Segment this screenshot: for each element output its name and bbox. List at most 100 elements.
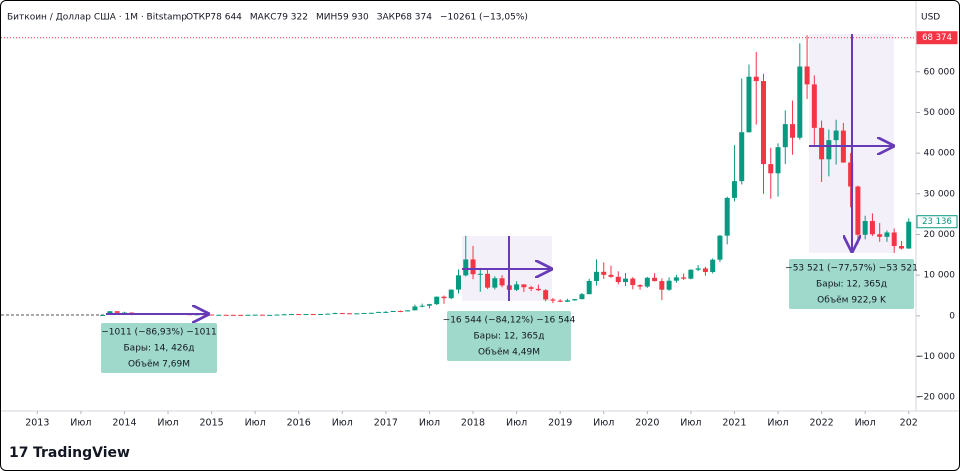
x-tick-label: Июл (680, 418, 701, 429)
x-tick-label: Июл (245, 418, 266, 429)
candle-body (361, 312, 367, 314)
candle-body (230, 314, 236, 316)
candle-body (724, 197, 730, 236)
x-tick-label: 202 (900, 418, 918, 429)
candle-body (238, 314, 244, 316)
candle-body (615, 276, 621, 283)
candle-body (673, 277, 679, 281)
candle-body (114, 311, 120, 313)
candle-body (354, 313, 360, 315)
price-tag-label: 23 136 (922, 217, 952, 227)
candle-body (608, 274, 614, 277)
candle-body (623, 278, 629, 283)
candle-body (528, 287, 534, 289)
candle-body (426, 304, 432, 306)
measure-text: Объём 4,49M (478, 348, 540, 358)
y-tick-label: 50 000 (924, 108, 956, 118)
candle-body (535, 288, 541, 291)
measure-text: −1011 (−86,93%) −1011 (101, 328, 217, 338)
candle-body (383, 311, 389, 313)
candle-body (790, 124, 796, 138)
y-tick-label: 10 000 (924, 271, 956, 281)
measure-box (101, 323, 217, 373)
candle-body (332, 313, 338, 315)
x-tick-label: Июл (767, 418, 788, 429)
candle-body (782, 124, 788, 148)
header-stat: МАКС79 322 (250, 13, 308, 23)
candle-body (652, 277, 658, 282)
candle-body (855, 186, 861, 235)
candle-body (405, 310, 411, 312)
candle-body (804, 66, 810, 85)
header-stat: −10261 (−13,05%) (440, 13, 528, 23)
header-stat: ЗАКР68 374 (377, 13, 433, 23)
candle-body (543, 290, 549, 300)
candle-body (710, 259, 716, 272)
x-tick-label: 2021 (722, 418, 746, 429)
brand-logo: 17 (9, 445, 28, 461)
candle-body (288, 314, 294, 316)
candle-body (811, 84, 817, 128)
candle-body (557, 300, 563, 302)
x-tick-label: Июл (419, 418, 440, 429)
candle-body (470, 259, 476, 275)
candle-body (753, 76, 759, 82)
x-tick-label: 2013 (25, 418, 49, 429)
candle-body (848, 162, 854, 187)
candle-body (869, 221, 875, 235)
candle-body (434, 296, 440, 305)
candle-body (884, 232, 890, 237)
currency: USD (921, 13, 940, 23)
price-tag (916, 215, 958, 229)
candle-body (891, 232, 897, 247)
x-tick-label: 2022 (810, 418, 834, 429)
candle-body (448, 289, 454, 299)
candle-body (492, 278, 498, 288)
candle-body (245, 314, 251, 316)
candle-body (477, 273, 483, 275)
candle-body (877, 234, 883, 237)
candle-body (572, 299, 578, 301)
candle-body (746, 76, 752, 133)
measure-text: Бары: 14, 426д (124, 344, 195, 354)
candle-body (100, 314, 106, 316)
candle-body (666, 280, 672, 290)
candles (100, 35, 912, 316)
candle-body (659, 281, 665, 290)
candle-body (347, 313, 353, 315)
price-tag-label: 68 374 (922, 33, 952, 43)
x-tick-label: Июл (593, 418, 614, 429)
x-tick-label: Июл (855, 418, 876, 429)
price-tag (916, 31, 958, 45)
candle-body (412, 306, 418, 311)
y-tick-label: 0 (949, 311, 955, 321)
candle-body (267, 314, 273, 316)
candle-body (318, 313, 324, 315)
brand: 17 TradingView (9, 445, 130, 461)
candle-body (368, 312, 374, 314)
candle-body (702, 268, 708, 272)
y-tick-label: 30 000 (924, 189, 956, 199)
candle-body (731, 181, 737, 198)
candle-body (637, 285, 643, 287)
candle-body (303, 314, 309, 316)
candle-body (441, 296, 447, 299)
y-tick-label: 20 000 (924, 230, 956, 240)
x-tick-label: Июл (157, 418, 178, 429)
measure-text: Объём 922,9 K (817, 296, 887, 306)
y-tick-label: 40 000 (924, 149, 956, 159)
x-tick-label: 2017 (374, 418, 398, 429)
candle-body (761, 81, 766, 165)
candle-body (826, 140, 832, 160)
x-tick-label: Июл (70, 418, 91, 429)
candle-body (296, 314, 302, 316)
candle-body (339, 313, 345, 315)
candle-body (397, 310, 403, 312)
candle-body (274, 314, 280, 316)
candle-body (521, 284, 527, 288)
candle-body (419, 305, 425, 307)
measure-box (447, 311, 571, 361)
candle-body (898, 246, 904, 249)
